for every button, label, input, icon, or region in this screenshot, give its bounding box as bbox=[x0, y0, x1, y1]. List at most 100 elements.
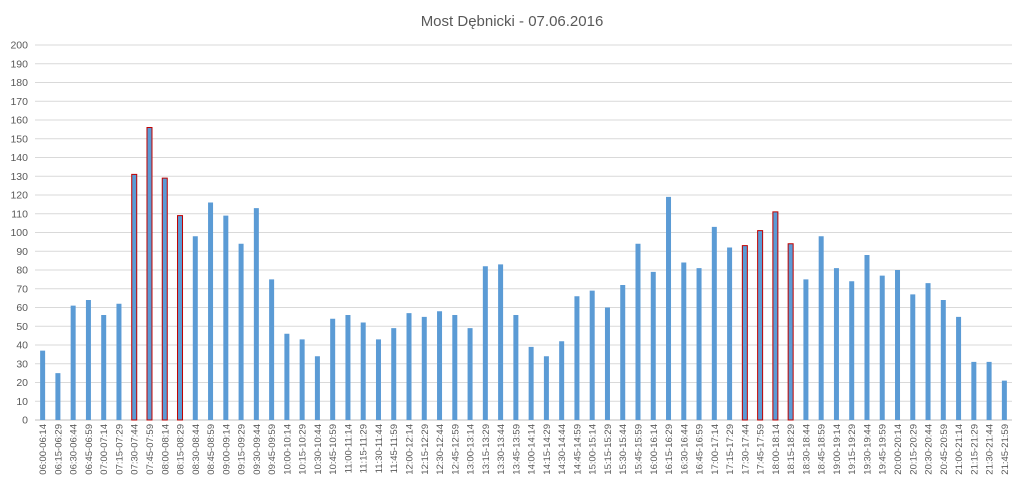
x-tick-label: 17:30-17:44 bbox=[740, 424, 751, 475]
bar bbox=[482, 266, 488, 420]
x-tick-label: 16:00-16:14 bbox=[649, 424, 660, 475]
x-tick-label: 12:45-12:59 bbox=[450, 424, 461, 475]
bar bbox=[833, 268, 839, 421]
bar-highlighted bbox=[131, 173, 138, 421]
x-tick-label: 11:30-11:44 bbox=[374, 424, 385, 473]
bar-highlighted bbox=[741, 245, 748, 421]
y-tick-label: 190 bbox=[10, 58, 28, 70]
x-tick-label: 10:00-10:14 bbox=[282, 424, 293, 475]
y-tick-label: 160 bbox=[10, 115, 28, 127]
y-tick-label: 120 bbox=[10, 190, 28, 202]
x-tick-label: 07:15-07:29 bbox=[114, 424, 125, 475]
bar bbox=[421, 316, 427, 421]
x-tick-label: 14:45-14:59 bbox=[572, 424, 583, 475]
x-tick-label: 14:15-14:29 bbox=[542, 424, 553, 475]
x-tick-label: 19:30-19:44 bbox=[862, 424, 873, 475]
x-tick-label: 17:15-17:29 bbox=[725, 424, 736, 475]
bar bbox=[360, 322, 366, 420]
bar bbox=[101, 315, 107, 420]
x-tick-label: 14:30-14:44 bbox=[557, 424, 568, 475]
y-tick-label: 110 bbox=[11, 208, 28, 220]
x-tick-label: 09:30-09:44 bbox=[252, 424, 263, 475]
x-tick-label: 08:45-08:59 bbox=[206, 424, 217, 475]
x-tick-label: 16:15-16:29 bbox=[664, 424, 675, 475]
bar bbox=[849, 281, 855, 420]
y-tick-label: 70 bbox=[16, 283, 28, 295]
x-tick-label: 16:30-16:44 bbox=[679, 424, 690, 475]
x-axis-ticks: 06:00-06:14 06:15-06:29 06:30-06:44 06:45-0… bbox=[38, 424, 1011, 475]
x-tick-label: 09:45-09:59 bbox=[267, 424, 278, 475]
x-tick-label: 19:15-19:29 bbox=[847, 424, 858, 475]
bar bbox=[1001, 380, 1007, 421]
bar bbox=[604, 307, 610, 420]
bar bbox=[650, 271, 656, 421]
bar bbox=[528, 346, 534, 421]
y-tick-label: 60 bbox=[16, 302, 28, 314]
x-tick-label: 15:00-15:14 bbox=[588, 424, 599, 475]
x-tick-label: 10:45-10:59 bbox=[328, 424, 339, 475]
bar bbox=[299, 339, 305, 421]
bar bbox=[543, 356, 549, 420]
y-tick-label: 90 bbox=[16, 246, 28, 258]
x-tick-label: 09:00-09:14 bbox=[221, 424, 232, 475]
x-tick-label: 06:45-06:59 bbox=[84, 424, 95, 475]
bar bbox=[406, 313, 412, 421]
bar bbox=[956, 316, 962, 421]
y-tick-label: 30 bbox=[16, 358, 28, 370]
bar bbox=[864, 255, 870, 420]
x-tick-label: 21:30-21:44 bbox=[985, 424, 996, 475]
bar bbox=[238, 243, 244, 420]
x-tick-label: 09:15-09:29 bbox=[237, 424, 248, 475]
x-tick-label: 12:30-12:44 bbox=[435, 424, 446, 475]
bar bbox=[620, 285, 626, 420]
x-tick-label: 20:15-20:29 bbox=[908, 424, 919, 475]
bar bbox=[55, 373, 61, 421]
y-tick-label: 180 bbox=[10, 77, 28, 89]
bar bbox=[467, 328, 473, 421]
bar bbox=[574, 296, 580, 420]
x-tick-label: 17:45-17:59 bbox=[756, 424, 767, 475]
y-tick-label: 150 bbox=[10, 133, 28, 145]
bar bbox=[818, 236, 824, 420]
y-tick-label: 10 bbox=[16, 396, 28, 408]
x-tick-label: 16:45-16:59 bbox=[695, 424, 706, 475]
bar bbox=[192, 236, 198, 420]
x-tick-label: 08:00-08:14 bbox=[160, 424, 171, 475]
x-tick-label: 12:00-12:14 bbox=[405, 424, 416, 475]
bar bbox=[284, 333, 290, 420]
x-tick-label: 15:15-15:29 bbox=[603, 424, 614, 475]
bar bbox=[925, 283, 931, 421]
gridlines bbox=[35, 44, 1012, 421]
x-tick-label: 19:00-19:14 bbox=[832, 424, 843, 475]
bar bbox=[803, 279, 809, 421]
x-tick-label: 20:30-20:44 bbox=[924, 424, 935, 475]
x-tick-label: 21:45-21:59 bbox=[1000, 424, 1011, 475]
x-tick-label: 13:45-13:59 bbox=[511, 424, 522, 475]
bar bbox=[513, 315, 519, 420]
x-tick-label: 18:30-18:44 bbox=[801, 424, 812, 475]
bar-highlighted bbox=[772, 211, 779, 421]
bar bbox=[269, 279, 275, 421]
bar bbox=[498, 264, 504, 421]
bar bbox=[253, 208, 259, 420]
x-tick-label: 18:00-18:14 bbox=[771, 424, 782, 475]
y-tick-label: 130 bbox=[10, 171, 28, 183]
x-tick-label: 13:30-13:44 bbox=[496, 424, 507, 475]
bar bbox=[635, 243, 641, 420]
x-tick-label: 08:15-08:29 bbox=[176, 424, 187, 475]
bar bbox=[559, 341, 565, 420]
y-tick-label: 170 bbox=[10, 96, 28, 108]
y-tick-label: 40 bbox=[16, 340, 28, 352]
bar bbox=[375, 339, 381, 421]
bar bbox=[452, 315, 458, 420]
bar bbox=[727, 247, 733, 420]
x-tick-label: 20:45-20:59 bbox=[939, 424, 950, 475]
x-tick-label: 18:15-18:29 bbox=[786, 424, 797, 475]
y-tick-label: 200 bbox=[10, 40, 28, 52]
y-tick-label: 20 bbox=[16, 377, 28, 389]
bar bbox=[910, 294, 916, 421]
bars bbox=[40, 127, 1007, 421]
